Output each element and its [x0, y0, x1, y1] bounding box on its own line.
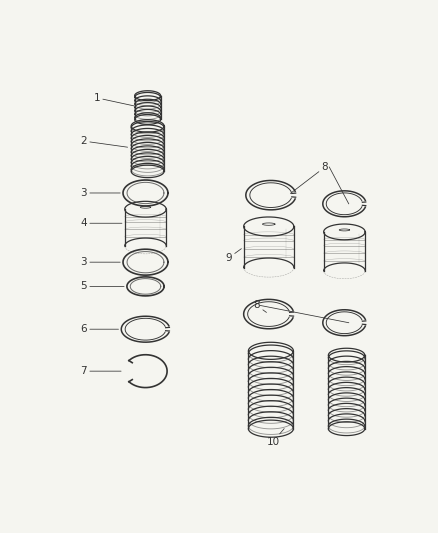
Text: 8: 8 [290, 162, 328, 193]
Text: 3: 3 [81, 257, 120, 267]
Text: 10: 10 [266, 429, 284, 447]
Text: 7: 7 [81, 366, 121, 376]
Text: 1: 1 [93, 93, 134, 106]
Text: 5: 5 [81, 281, 124, 292]
Text: 3: 3 [81, 188, 120, 198]
Text: 6: 6 [81, 324, 119, 334]
Text: 2: 2 [81, 136, 127, 147]
Text: 9: 9 [225, 249, 241, 263]
Text: 8: 8 [254, 301, 266, 312]
Text: 4: 4 [81, 218, 122, 228]
